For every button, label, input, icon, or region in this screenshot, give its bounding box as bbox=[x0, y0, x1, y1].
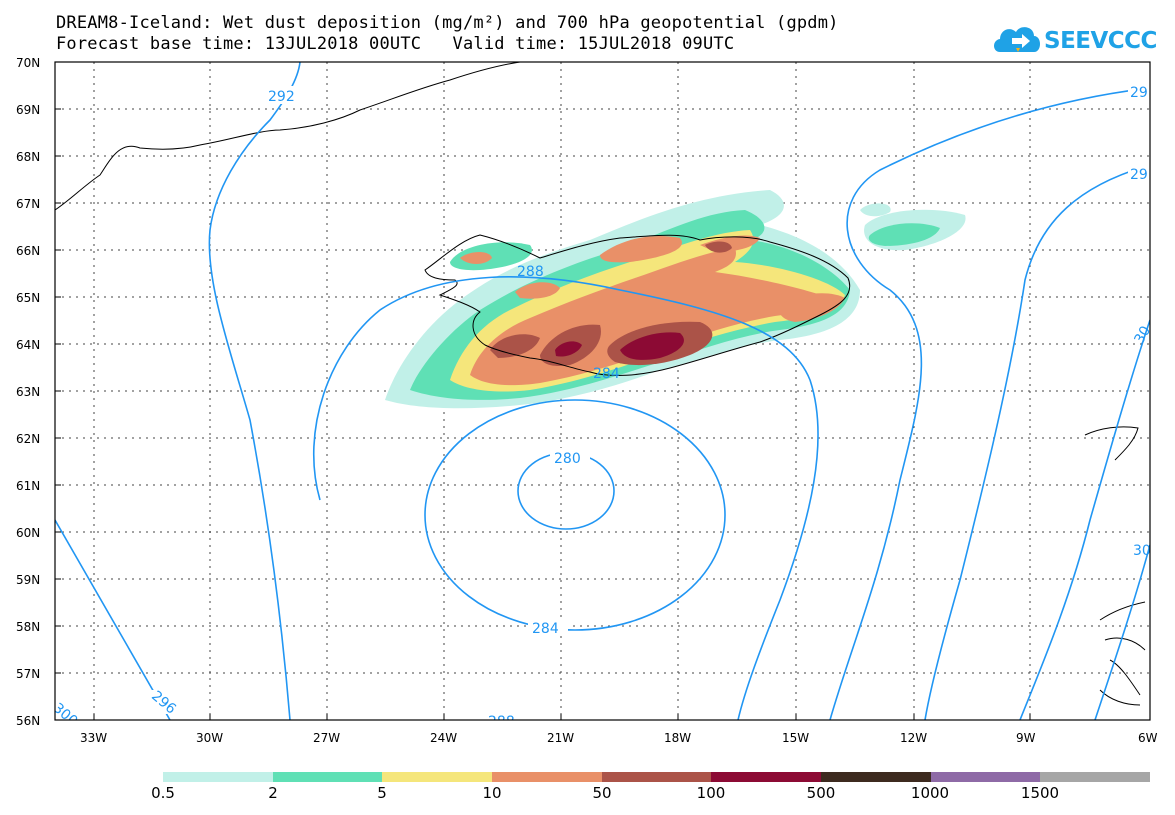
contour-label: 284 bbox=[593, 366, 620, 382]
lat-label: 65N bbox=[16, 291, 40, 305]
lon-label: 21W bbox=[547, 731, 574, 745]
lat-label: 67N bbox=[16, 197, 40, 211]
longitude-labels: 33W 30W 27W 24W 21W 18W 15W 12W 9W 6W bbox=[80, 731, 1158, 745]
legend-label: 1000 bbox=[910, 784, 950, 802]
color-legend bbox=[163, 772, 1151, 782]
logo-text: SEEVCCC bbox=[1044, 28, 1157, 54]
legend-swatch bbox=[821, 772, 931, 782]
lon-label: 24W bbox=[430, 731, 457, 745]
tick-marks bbox=[55, 61, 1031, 720]
lon-label: 18W bbox=[664, 731, 691, 745]
map-title: DREAM8-Iceland: Wet dust deposition (mg/… bbox=[56, 13, 839, 33]
lat-label: 58N bbox=[16, 620, 40, 634]
contour-label: 29 bbox=[1130, 85, 1148, 101]
forecast-times: Forecast base time: 13JUL2018 00UTC Vali… bbox=[56, 34, 735, 54]
lat-label: 60N bbox=[16, 526, 40, 540]
legend-swatch bbox=[930, 772, 1041, 782]
contour-label: 284 bbox=[532, 621, 559, 637]
legend-label: 1500 bbox=[1020, 784, 1060, 802]
gridlines bbox=[55, 62, 1150, 720]
lon-label: 27W bbox=[313, 731, 340, 745]
legend-swatch bbox=[711, 772, 822, 782]
contour-label: 29 bbox=[1130, 167, 1148, 183]
lat-label: 64N bbox=[16, 338, 40, 352]
legend-swatch bbox=[601, 772, 712, 782]
legend-swatch bbox=[492, 772, 602, 782]
legend-swatch bbox=[272, 772, 383, 782]
legend-label: 50 bbox=[592, 784, 612, 802]
legend-swatch bbox=[382, 772, 493, 782]
legend-swatch bbox=[1040, 772, 1151, 782]
lon-label: 33W bbox=[80, 731, 107, 745]
contour-label: 300 bbox=[50, 700, 81, 729]
lat-label: 59N bbox=[16, 573, 40, 587]
lon-label: 15W bbox=[782, 731, 809, 745]
lon-label: 6W bbox=[1138, 731, 1158, 745]
contour-labels: 292 288 284 280 284 288 296 300 29 29 30… bbox=[50, 82, 1154, 730]
lon-label: 30W bbox=[196, 731, 223, 745]
contour-label: 30 bbox=[1131, 323, 1154, 346]
cloud-logo-icon bbox=[994, 27, 1040, 52]
lat-label: 70N bbox=[16, 56, 40, 70]
legend-labels: 0.5 2 5 10 50 100 500 1000 1500 bbox=[0, 784, 1175, 804]
lon-label: 9W bbox=[1016, 731, 1036, 745]
dust-deposition-shading bbox=[385, 190, 966, 409]
latitude-labels: 70N 69N 68N 67N 66N 65N 64N 63N 62N 61N … bbox=[16, 56, 40, 728]
contour-label: 288 bbox=[517, 264, 544, 280]
lat-label: 69N bbox=[16, 103, 40, 117]
contour-label: 280 bbox=[554, 451, 581, 467]
legend-label: 5 bbox=[377, 784, 387, 802]
lat-label: 62N bbox=[16, 432, 40, 446]
lat-label: 57N bbox=[16, 667, 40, 681]
seevccc-logo: SEEVCCC bbox=[990, 18, 1160, 62]
coastlines bbox=[55, 62, 1146, 706]
legend-swatch bbox=[163, 772, 273, 782]
contour-label: 30 bbox=[1133, 543, 1151, 559]
contour-label: 292 bbox=[268, 89, 295, 105]
lat-label: 68N bbox=[16, 150, 40, 164]
legend-label: 100 bbox=[696, 784, 726, 802]
legend-label: 0.5 bbox=[151, 784, 175, 802]
lat-label: 61N bbox=[16, 479, 40, 493]
legend-label: 500 bbox=[806, 784, 836, 802]
lat-label: 63N bbox=[16, 385, 40, 399]
legend-label: 10 bbox=[482, 784, 502, 802]
lon-label: 12W bbox=[900, 731, 927, 745]
contour-label: 288 bbox=[488, 714, 515, 730]
lat-label: 66N bbox=[16, 244, 40, 258]
lat-label: 56N bbox=[16, 714, 40, 728]
legend-label: 2 bbox=[268, 784, 278, 802]
